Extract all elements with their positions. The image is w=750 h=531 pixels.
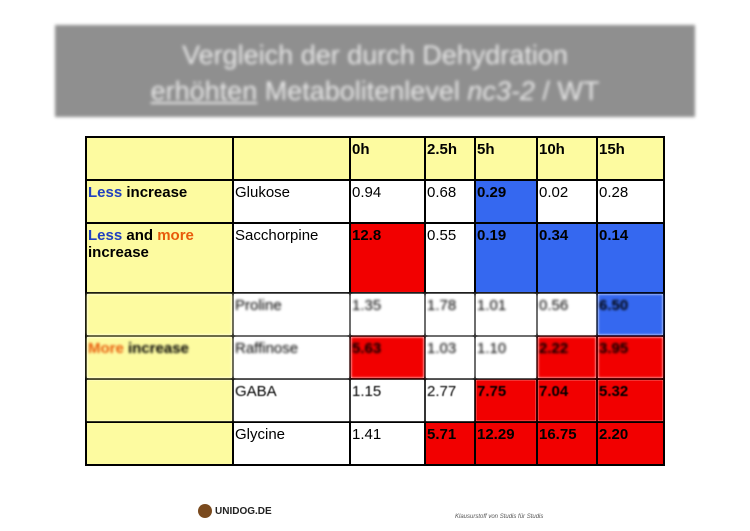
value-cell: 0.68 [424,179,476,224]
footer-logo[interactable]: UNIDOG.DE [198,504,272,518]
value-cell: 6.50 [596,292,665,337]
header-cell-10h: 10h [536,136,598,181]
header-cell-5h: 5h [474,136,538,181]
category-more-word: More [88,340,124,357]
value-cell: 12.8 [349,222,426,294]
value-cell: 1.15 [349,378,426,423]
value-cell: 0.19 [474,222,538,294]
category-empty-cell [85,421,234,466]
value-cell: 7.75 [474,378,538,423]
category-empty-cell [85,378,234,423]
value-cell: 3.95 [596,335,665,380]
value-cell: 1.03 [424,335,476,380]
header-cell-category [85,136,234,181]
value-cell: 1.01 [474,292,538,337]
category-more-cell: More increase [85,335,234,380]
value-cell: 0.28 [596,179,665,224]
value-cell: 7.04 [536,378,598,423]
value-cell: 0.55 [424,222,476,294]
value-cell: 1.10 [474,335,538,380]
footer-logo-text: UNIDOG.DE [215,505,272,517]
table-row: GABA 1.15 2.77 7.75 7.04 5.32 [85,378,665,423]
metabolite-name: GABA [232,378,351,423]
header-cell-2.5h: 2.5h [424,136,476,181]
footer-note: Klausurstoff von Studis für Studis [455,514,544,520]
table-row: Less and more increase Sacchorpine 12.8 … [85,222,665,294]
value-cell: 1.41 [349,421,426,466]
table-row: Glycine 1.41 5.71 12.29 16.75 2.20 [85,421,665,466]
table-row: More increase Raffinose 5.63 1.03 1.10 2… [85,335,665,380]
value-cell: 1.78 [424,292,476,337]
category-less-more-and: and [122,227,158,244]
title-middle-text: Metabolitenlevel [257,76,468,106]
value-cell: 2.20 [596,421,665,466]
value-cell: 5.63 [349,335,426,380]
value-cell: 5.32 [596,378,665,423]
metabolite-name: Glukose [232,179,351,224]
metabolite-name: Raffinose [232,335,351,380]
dog-icon [198,504,212,518]
value-cell: 5.71 [424,421,476,466]
metabolite-name: Proline [232,292,351,337]
header-cell-metabolite [232,136,351,181]
value-cell: 0.29 [474,179,538,224]
title-italic-text: nc3-2 [467,76,535,106]
title-line-1: Vergleich der durch Dehydration [182,40,568,70]
metabolite-name: Glycine [232,421,351,466]
header-cell-0h: 0h [349,136,426,181]
title-banner: Vergleich der durch Dehydration erhöhten… [55,25,695,117]
category-less-more-rest: increase [88,244,149,261]
category-less-cell: Less increase [85,179,234,224]
title-line-2: erhöhten Metabolitenlevel nc3-2 / WT [55,76,695,107]
value-cell: 12.29 [474,421,538,466]
metabolite-name: Sacchorpine [232,222,351,294]
title-end-text: / WT [534,76,600,106]
value-cell: 2.77 [424,378,476,423]
value-cell: 16.75 [536,421,598,466]
value-cell: 0.14 [596,222,665,294]
header-row: 0h 2.5h 5h 10h 15h [85,136,665,181]
category-less-more-word2: more [157,227,194,244]
value-cell: 0.94 [349,179,426,224]
value-cell: 2.22 [536,335,598,380]
value-cell: 1.35 [349,292,426,337]
category-less-more-cell: Less and more increase [85,222,234,294]
category-less-rest: increase [122,184,188,201]
header-cell-15h: 15h [596,136,665,181]
value-cell: 0.56 [536,292,598,337]
metabolite-table: 0h 2.5h 5h 10h 15h Less increase Glukose… [85,136,665,466]
category-less-more-word1: Less [88,227,123,244]
value-cell: 0.02 [536,179,598,224]
value-cell: 0.34 [536,222,598,294]
title-underlined-word: erhöhten [150,76,258,106]
category-more-rest: increase [123,340,189,357]
category-empty-cell [85,292,234,337]
category-less-word: Less [88,184,123,201]
table-row: Proline 1.35 1.78 1.01 0.56 6.50 [85,292,665,337]
table-row: Less increase Glukose 0.94 0.68 0.29 0.0… [85,179,665,224]
